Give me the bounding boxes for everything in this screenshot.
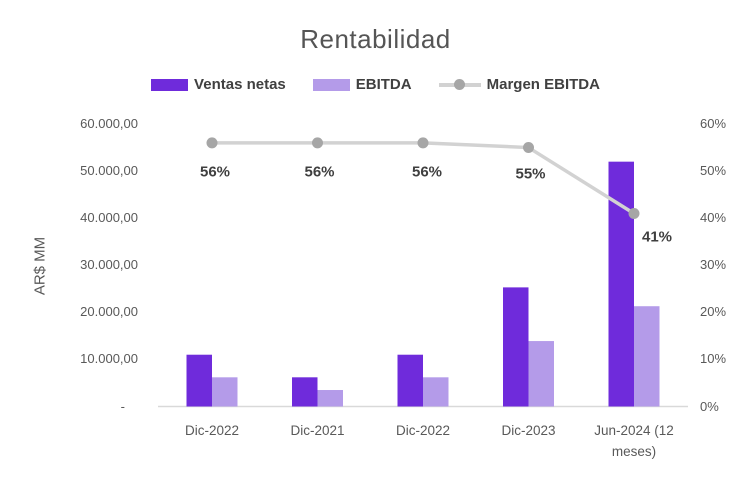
right-axis-tick-label: 10% bbox=[700, 351, 727, 367]
margen-data-label: 56% bbox=[304, 163, 335, 181]
left-axis-tick-label: 40.000,00 bbox=[80, 210, 138, 226]
bar-ventas-netas bbox=[292, 377, 318, 407]
margen-ebitda-line-marker-icon bbox=[438, 78, 481, 91]
right-axis-tick-label: 0% bbox=[700, 398, 719, 414]
bar-ebitda bbox=[634, 306, 660, 407]
margen-data-label: 41% bbox=[641, 228, 673, 246]
margen-ebitda-marker bbox=[417, 137, 429, 149]
legend-circle-marker bbox=[453, 79, 465, 90]
chart-legend: Ventas netas EBITDA Margen EBITDA bbox=[0, 76, 751, 93]
bar-ebitda bbox=[528, 341, 554, 407]
x-axis-category-label: Dic-2023 bbox=[501, 423, 556, 438]
x-axis-category-label: Jun-2024 (12 meses) bbox=[594, 423, 674, 459]
right-axis-tick-label: 50% bbox=[700, 163, 727, 179]
bar-ebitda bbox=[212, 377, 238, 407]
legend-label-margen-ebitda: Margen EBITDA bbox=[486, 76, 600, 93]
bar-ventas-netas bbox=[397, 354, 423, 407]
legend-item-ventas-netas: Ventas netas bbox=[151, 76, 286, 93]
bar-ventas-netas bbox=[608, 161, 634, 407]
left-axis-tick-label: 10.000,00 bbox=[80, 351, 138, 367]
margen-ebitda-marker bbox=[312, 137, 323, 149]
margen-data-label: 55% bbox=[515, 165, 546, 183]
x-axis-category-label: Dic-2022 bbox=[395, 423, 451, 438]
chart-title: Rentabilidad bbox=[300, 24, 451, 54]
margen-ebitda-marker bbox=[206, 137, 218, 149]
left-axis-tick-label: 20.000,00 bbox=[80, 304, 138, 320]
right-axis-tick-label: 20% bbox=[700, 304, 727, 320]
ventas-netas-swatch-icon bbox=[151, 78, 189, 91]
margen-data-label: 56% bbox=[199, 163, 231, 181]
right-axis-tick-label: 30% bbox=[700, 257, 727, 273]
margen-data-label: 56% bbox=[411, 163, 443, 181]
x-axis-category-label: Dic-2021 bbox=[290, 423, 345, 438]
ebitda-swatch-icon bbox=[312, 78, 350, 91]
left-axis-tick-label: 60.000,00 bbox=[80, 116, 138, 131]
legend-item-ebitda: EBITDA bbox=[312, 76, 412, 93]
left-axis-tick-label: - bbox=[120, 398, 125, 414]
margen-ebitda-marker bbox=[523, 142, 534, 154]
right-axis-tick-label: 60% bbox=[700, 116, 727, 131]
bar-ebitda bbox=[317, 390, 343, 407]
x-axis-category-label: Dic-2022 bbox=[184, 423, 240, 438]
legend-label-ebitda: EBITDA bbox=[355, 76, 412, 93]
margen-ebitda-marker bbox=[628, 207, 640, 219]
left-axis-tick-label: 50.000,00 bbox=[80, 163, 138, 179]
right-axis-tick-label: 40% bbox=[700, 210, 727, 226]
legend-item-margen-ebitda: Margen EBITDA bbox=[438, 76, 600, 93]
bar-ebitda bbox=[423, 377, 449, 407]
bar-ventas-netas bbox=[503, 287, 529, 407]
left-axis-tick-label: 30.000,00 bbox=[80, 257, 138, 273]
legend-label-ventas-netas: Ventas netas bbox=[194, 76, 286, 93]
bar-ventas-netas bbox=[186, 354, 212, 407]
